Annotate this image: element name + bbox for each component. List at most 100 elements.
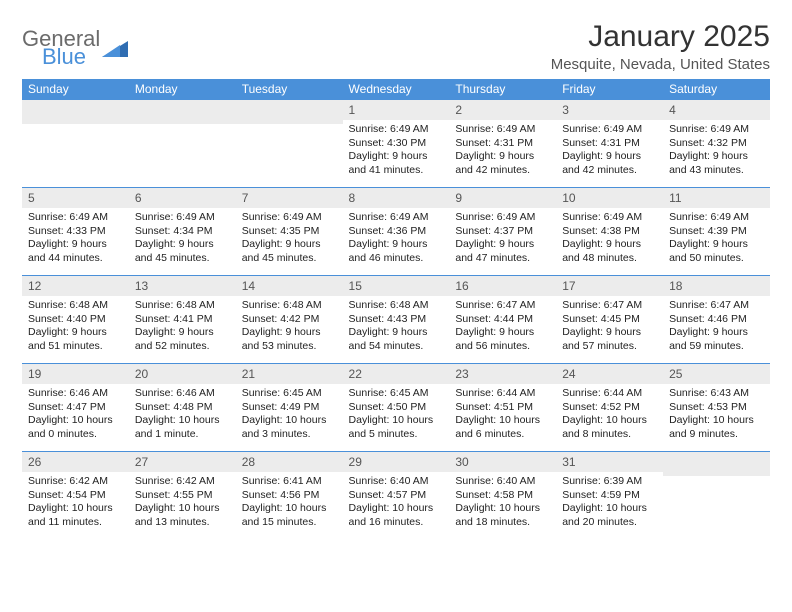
day-details: Sunrise: 6:47 AMSunset: 4:44 PMDaylight:… (449, 296, 556, 358)
day-header: Thursday (449, 79, 556, 99)
calendar-cell: 1Sunrise: 6:49 AMSunset: 4:30 PMDaylight… (343, 99, 450, 187)
sunset-text: Sunset: 4:49 PM (242, 401, 337, 415)
sunset-text: Sunset: 4:59 PM (562, 489, 657, 503)
day-number: 21 (236, 363, 343, 384)
calendar-week: 12Sunrise: 6:48 AMSunset: 4:40 PMDayligh… (22, 275, 770, 363)
day-details: Sunrise: 6:42 AMSunset: 4:54 PMDaylight:… (22, 472, 129, 534)
sunrise-text: Sunrise: 6:40 AM (455, 475, 550, 489)
day-number: 17 (556, 275, 663, 296)
day-details: Sunrise: 6:49 AMSunset: 4:31 PMDaylight:… (449, 120, 556, 182)
sunset-text: Sunset: 4:35 PM (242, 225, 337, 239)
daylight-text: Daylight: 10 hours and 20 minutes. (562, 502, 657, 529)
sunrise-text: Sunrise: 6:42 AM (28, 475, 123, 489)
day-details: Sunrise: 6:39 AMSunset: 4:59 PMDaylight:… (556, 472, 663, 534)
day-details: Sunrise: 6:49 AMSunset: 4:33 PMDaylight:… (22, 208, 129, 270)
calendar-cell: 27Sunrise: 6:42 AMSunset: 4:55 PMDayligh… (129, 451, 236, 539)
sunrise-text: Sunrise: 6:45 AM (349, 387, 444, 401)
page-subtitle: Mesquite, Nevada, United States (551, 56, 770, 73)
day-details: Sunrise: 6:46 AMSunset: 4:48 PMDaylight:… (129, 384, 236, 446)
day-number: 5 (22, 187, 129, 208)
day-number: 31 (556, 451, 663, 472)
calendar-cell: 23Sunrise: 6:44 AMSunset: 4:51 PMDayligh… (449, 363, 556, 451)
daylight-text: Daylight: 10 hours and 16 minutes. (349, 502, 444, 529)
day-number: 11 (663, 187, 770, 208)
sunset-text: Sunset: 4:46 PM (669, 313, 764, 327)
day-number: 26 (22, 451, 129, 472)
sunset-text: Sunset: 4:31 PM (455, 137, 550, 151)
logo-text-block: General Blue (22, 28, 100, 68)
calendar-cell: 8Sunrise: 6:49 AMSunset: 4:36 PMDaylight… (343, 187, 450, 275)
sunset-text: Sunset: 4:37 PM (455, 225, 550, 239)
calendar-cell: 21Sunrise: 6:45 AMSunset: 4:49 PMDayligh… (236, 363, 343, 451)
day-details: Sunrise: 6:40 AMSunset: 4:58 PMDaylight:… (449, 472, 556, 534)
day-number: 7 (236, 187, 343, 208)
calendar-cell: 2Sunrise: 6:49 AMSunset: 4:31 PMDaylight… (449, 99, 556, 187)
calendar-cell: 9Sunrise: 6:49 AMSunset: 4:37 PMDaylight… (449, 187, 556, 275)
sunrise-text: Sunrise: 6:49 AM (562, 123, 657, 137)
sunrise-text: Sunrise: 6:45 AM (242, 387, 337, 401)
sunset-text: Sunset: 4:38 PM (562, 225, 657, 239)
daylight-text: Daylight: 9 hours and 42 minutes. (562, 150, 657, 177)
sunset-text: Sunset: 4:31 PM (562, 137, 657, 151)
calendar-cell: 17Sunrise: 6:47 AMSunset: 4:45 PMDayligh… (556, 275, 663, 363)
calendar-week: 26Sunrise: 6:42 AMSunset: 4:54 PMDayligh… (22, 451, 770, 539)
day-header: Friday (556, 79, 663, 99)
calendar-cell: 13Sunrise: 6:48 AMSunset: 4:41 PMDayligh… (129, 275, 236, 363)
day-details: Sunrise: 6:49 AMSunset: 4:32 PMDaylight:… (663, 120, 770, 182)
day-number: 29 (343, 451, 450, 472)
calendar-cell: 15Sunrise: 6:48 AMSunset: 4:43 PMDayligh… (343, 275, 450, 363)
day-number: 9 (449, 187, 556, 208)
calendar-table: SundayMondayTuesdayWednesdayThursdayFrid… (22, 79, 770, 539)
day-header: Monday (129, 79, 236, 99)
sunrise-text: Sunrise: 6:49 AM (562, 211, 657, 225)
calendar-cell: 19Sunrise: 6:46 AMSunset: 4:47 PMDayligh… (22, 363, 129, 451)
sunrise-text: Sunrise: 6:44 AM (455, 387, 550, 401)
day-number: 15 (343, 275, 450, 296)
daylight-text: Daylight: 9 hours and 56 minutes. (455, 326, 550, 353)
sunrise-text: Sunrise: 6:49 AM (455, 123, 550, 137)
day-details: Sunrise: 6:48 AMSunset: 4:41 PMDaylight:… (129, 296, 236, 358)
day-number: 20 (129, 363, 236, 384)
day-details: Sunrise: 6:45 AMSunset: 4:49 PMDaylight:… (236, 384, 343, 446)
day-number: 2 (449, 99, 556, 120)
day-number: 12 (22, 275, 129, 296)
sunset-text: Sunset: 4:36 PM (349, 225, 444, 239)
logo-triangle-icon (102, 35, 128, 62)
daylight-text: Daylight: 9 hours and 59 minutes. (669, 326, 764, 353)
calendar-cell: 3Sunrise: 6:49 AMSunset: 4:31 PMDaylight… (556, 99, 663, 187)
day-details: Sunrise: 6:49 AMSunset: 4:30 PMDaylight:… (343, 120, 450, 182)
calendar-cell (663, 451, 770, 539)
sunrise-text: Sunrise: 6:49 AM (455, 211, 550, 225)
day-details: Sunrise: 6:44 AMSunset: 4:51 PMDaylight:… (449, 384, 556, 446)
sunrise-text: Sunrise: 6:43 AM (669, 387, 764, 401)
day-header: Tuesday (236, 79, 343, 99)
sunrise-text: Sunrise: 6:48 AM (28, 299, 123, 313)
day-details: Sunrise: 6:48 AMSunset: 4:42 PMDaylight:… (236, 296, 343, 358)
sunrise-text: Sunrise: 6:48 AM (135, 299, 230, 313)
sunrise-text: Sunrise: 6:49 AM (669, 123, 764, 137)
sunset-text: Sunset: 4:55 PM (135, 489, 230, 503)
calendar-cell: 7Sunrise: 6:49 AMSunset: 4:35 PMDaylight… (236, 187, 343, 275)
day-number-empty (663, 451, 770, 476)
sunrise-text: Sunrise: 6:47 AM (562, 299, 657, 313)
daylight-text: Daylight: 9 hours and 42 minutes. (455, 150, 550, 177)
daylight-text: Daylight: 9 hours and 46 minutes. (349, 238, 444, 265)
calendar-cell: 25Sunrise: 6:43 AMSunset: 4:53 PMDayligh… (663, 363, 770, 451)
page-title: January 2025 (551, 20, 770, 54)
calendar-tbody: 1Sunrise: 6:49 AMSunset: 4:30 PMDaylight… (22, 99, 770, 539)
day-details: Sunrise: 6:47 AMSunset: 4:45 PMDaylight:… (556, 296, 663, 358)
sunset-text: Sunset: 4:39 PM (669, 225, 764, 239)
day-number: 18 (663, 275, 770, 296)
sunrise-text: Sunrise: 6:40 AM (349, 475, 444, 489)
sunset-text: Sunset: 4:42 PM (242, 313, 337, 327)
calendar-thead: SundayMondayTuesdayWednesdayThursdayFrid… (22, 79, 770, 99)
day-number: 16 (449, 275, 556, 296)
day-details: Sunrise: 6:44 AMSunset: 4:52 PMDaylight:… (556, 384, 663, 446)
sunrise-text: Sunrise: 6:48 AM (242, 299, 337, 313)
sunset-text: Sunset: 4:40 PM (28, 313, 123, 327)
sunset-text: Sunset: 4:30 PM (349, 137, 444, 151)
daylight-text: Daylight: 9 hours and 54 minutes. (349, 326, 444, 353)
daylight-text: Daylight: 10 hours and 11 minutes. (28, 502, 123, 529)
day-details: Sunrise: 6:49 AMSunset: 4:38 PMDaylight:… (556, 208, 663, 270)
day-number: 4 (663, 99, 770, 120)
